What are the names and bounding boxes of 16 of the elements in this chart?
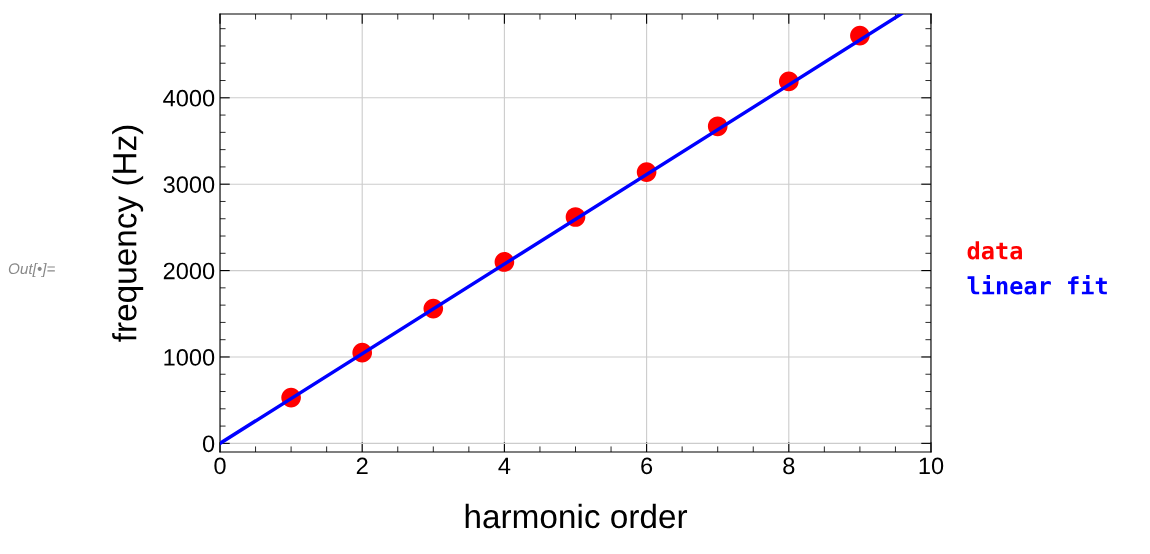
x-tick-label: 0 bbox=[214, 457, 226, 475]
y-tick-label: 2000 bbox=[163, 262, 215, 280]
x-axis-title: harmonic order bbox=[465, 503, 688, 529]
x-tick-label: 4 bbox=[498, 457, 511, 474]
y-axis-title: frequency (Hz) bbox=[112, 125, 144, 342]
y-tick-label: 1000 bbox=[164, 349, 215, 366]
text: linear fit bbox=[967, 275, 1107, 295]
y-tick-label: 0 bbox=[202, 435, 215, 453]
y-tick-label: 4000 bbox=[163, 89, 215, 107]
text: Out[•]= bbox=[8, 262, 55, 278]
x-tick-label: 10 bbox=[919, 457, 944, 475]
x-tick-label: 2 bbox=[356, 457, 368, 474]
x-tick-label: 6 bbox=[641, 457, 653, 475]
x-tick-label: 8 bbox=[783, 457, 795, 475]
text: data bbox=[967, 241, 1022, 260]
y-tick-label: 3000 bbox=[163, 176, 215, 193]
